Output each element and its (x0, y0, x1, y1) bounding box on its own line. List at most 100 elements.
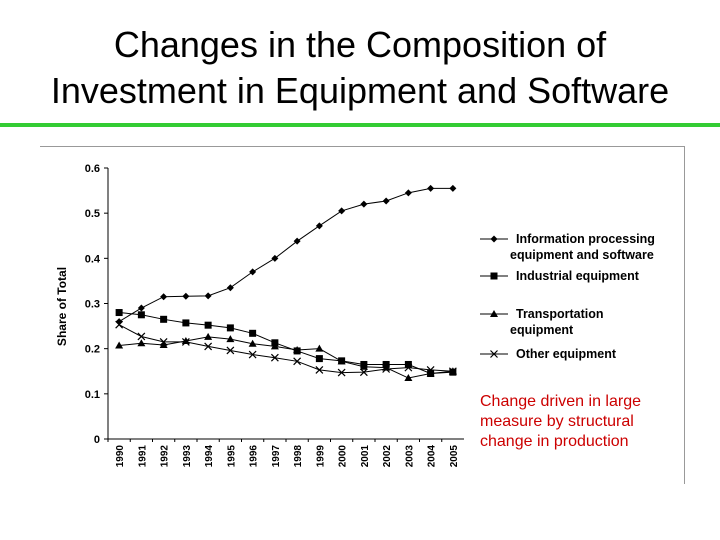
legend-label: equipment and software (510, 248, 654, 262)
data-point (204, 342, 213, 351)
legend-label: Transportation (516, 307, 604, 321)
data-point (359, 362, 368, 370)
series-line (118, 187, 453, 322)
data-point (382, 197, 390, 205)
y-tick-label: 0.1 (85, 389, 100, 401)
data-point (404, 189, 412, 197)
x-tick-label: 2002 (382, 445, 393, 468)
data-point (426, 365, 435, 374)
note-line-2: measure by structural (480, 413, 634, 430)
data-point (182, 319, 190, 327)
data-point (427, 184, 435, 192)
legend-entry-1: Information processing equipment and soft… (480, 232, 655, 262)
slide-title: Changes in the Composition of Investment… (0, 22, 720, 114)
y-tick-label: 0.6 (85, 163, 100, 175)
title-line-2: Investment in Equipment and Software (50, 70, 670, 111)
series-2 (115, 309, 457, 378)
x-tick-label: 1999 (315, 445, 326, 468)
x-tick-label: 1998 (293, 445, 304, 468)
legend-label: Other equipment (516, 347, 617, 361)
data-point (226, 346, 235, 355)
data-point (404, 360, 412, 368)
x-tick-label: 1991 (137, 445, 148, 468)
x-tick-label: 1996 (249, 445, 260, 468)
data-point (315, 365, 324, 374)
data-point (182, 292, 190, 300)
data-point (360, 200, 368, 208)
x-tick-label: 2004 (427, 445, 438, 468)
y-tick-label: 0 (94, 434, 100, 446)
data-point (270, 353, 279, 362)
title-line-1: Changes in the Composition of (113, 24, 607, 65)
legend-entry-3: Transportation equipment (480, 307, 604, 337)
data-point (137, 311, 145, 319)
data-point (160, 315, 168, 323)
x-tick-label: 2001 (360, 445, 371, 468)
data-point (226, 335, 235, 343)
data-point (426, 369, 435, 377)
annotation-note: Change driven in large measure by struct… (480, 392, 680, 452)
x-tick-label: 1997 (271, 445, 282, 468)
series-line (119, 336, 453, 379)
data-point (137, 339, 146, 347)
series-line (118, 324, 453, 374)
x-tick-label: 1992 (160, 445, 171, 468)
y-axis-label: Share of Total (55, 267, 69, 346)
data-point (249, 329, 257, 337)
data-point (337, 368, 346, 377)
x-tick-label: 1993 (182, 445, 193, 468)
legend-label: equipment (510, 323, 574, 337)
data-point (404, 363, 413, 372)
legend-marker (490, 310, 498, 317)
series-3 (115, 332, 457, 382)
x-tick-label: 1995 (226, 445, 237, 468)
y-tick-label: 0.5 (85, 208, 100, 220)
legend-marker (490, 350, 498, 358)
data-point (226, 324, 234, 332)
data-point (270, 342, 279, 350)
series-line (119, 312, 453, 375)
data-point (382, 365, 391, 373)
data-point (159, 341, 168, 349)
y-tick-label: 0.2 (85, 344, 100, 356)
legend-entry-4: Other equipment (480, 347, 617, 361)
data-point (115, 320, 124, 329)
note-line-1: Change driven in large (480, 393, 641, 410)
legend-label: Industrial equipment (516, 269, 640, 283)
x-tick-label: 1990 (115, 445, 126, 468)
data-point (159, 337, 168, 346)
data-point (293, 237, 301, 245)
data-point (448, 367, 457, 376)
chart-frame (40, 146, 685, 484)
data-point (181, 337, 190, 346)
x-tick-label: 1994 (204, 445, 215, 468)
x-tick-label: 2005 (449, 445, 460, 468)
data-point (315, 222, 323, 230)
chart-series (115, 184, 457, 382)
x-tick-label: 2003 (404, 445, 415, 468)
data-point (338, 207, 346, 215)
chart-axes: 0 0.1 0.2 0.3 0.4 0.5 0.6 Share of Total 1990 199… (55, 163, 464, 467)
data-point (226, 284, 234, 292)
legend-marker (490, 272, 498, 280)
data-point (359, 368, 368, 377)
data-point (449, 184, 457, 192)
data-point (404, 374, 413, 382)
data-point (204, 321, 212, 329)
x-tick-label: 2000 (338, 445, 349, 468)
data-point (204, 332, 213, 340)
legend-marker (490, 235, 498, 243)
data-point (315, 344, 324, 352)
data-point (137, 332, 146, 341)
data-point (293, 357, 302, 366)
data-point (204, 292, 212, 300)
y-tick-label: 0.4 (85, 253, 101, 265)
data-point (337, 357, 346, 365)
data-point (293, 346, 302, 354)
data-point (137, 304, 145, 312)
legend-entry-2: Industrial equipment (480, 269, 640, 283)
note-line-3: change in production (480, 433, 629, 450)
data-point (115, 341, 124, 349)
series-1 (115, 184, 457, 326)
data-point (249, 268, 257, 276)
